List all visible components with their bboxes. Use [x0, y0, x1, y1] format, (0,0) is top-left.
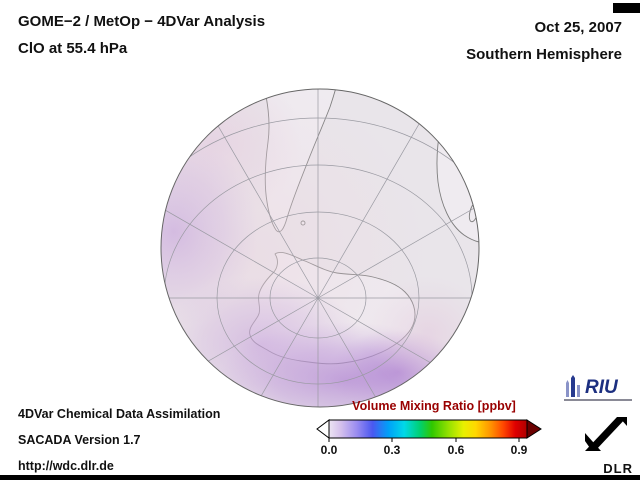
footer-line-url: http://wdc.dlr.de — [18, 459, 114, 473]
colorbar-ramp — [328, 419, 528, 439]
colorbar-tick-label: 0.6 — [447, 443, 465, 457]
figure-title: GOME−2 / MetOp − 4DVar Analysis — [18, 13, 266, 30]
footer-line-version: SACADA Version 1.7 — [18, 433, 141, 447]
colorbar-gradient — [316, 419, 542, 442]
title-block: GOME−2 / MetOp − 4DVar Analysis ClO at 5… — [18, 13, 265, 57]
riu-logo-text: RIU — [585, 377, 618, 398]
riu-tower-icon — [566, 375, 580, 397]
globe-limb — [160, 88, 480, 408]
corner-marker — [613, 3, 640, 13]
colorbar-tick-label: 0.0 — [320, 443, 338, 457]
globe-map — [160, 88, 480, 408]
footer-block: 4DVar Chemical Data Assimilation SACADA … — [18, 401, 220, 479]
colorbar-tick-label: 0.3 — [383, 443, 401, 457]
footer-line-assimilation: 4DVar Chemical Data Assimilation — [18, 407, 221, 421]
colorbar: Volume Mixing Ratio [ppbv] — [316, 399, 556, 458]
colorbar-tick-labels: 0.0 0.3 0.6 0.9 — [316, 443, 552, 458]
dlr-emblem-icon — [585, 417, 627, 451]
dlr-logo-text: DLR — [603, 461, 633, 476]
date-label: Oct 25, 2007 — [534, 19, 622, 36]
colorbar-right-arrow — [526, 419, 542, 439]
colorbar-ticks — [328, 438, 520, 442]
colorbar-left-arrow — [316, 419, 330, 439]
riu-logo: RIU — [564, 375, 632, 401]
riu-logo-rule — [564, 399, 632, 401]
hemisphere-label: Southern Hemisphere — [466, 46, 622, 63]
date-block: Oct 25, 2007 Southern Hemisphere — [466, 19, 622, 63]
figure-subtitle: ClO at 55.4 hPa — [18, 40, 128, 57]
dlr-logo: DLR — [577, 409, 633, 476]
colorbar-title: Volume Mixing Ratio [ppbv] — [352, 399, 516, 413]
bottom-bar — [0, 475, 640, 480]
colorbar-tick-label: 0.9 — [510, 443, 528, 457]
